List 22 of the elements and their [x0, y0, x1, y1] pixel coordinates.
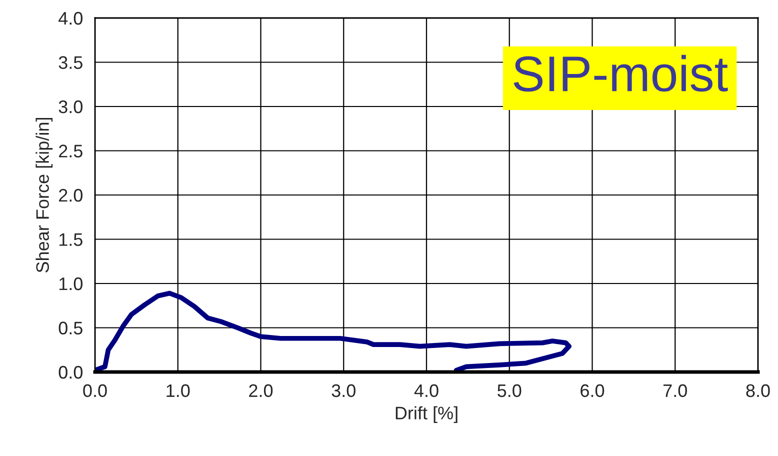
x-tick-label: 2.0 [249, 384, 273, 398]
x-tick-label: 1.0 [166, 384, 190, 398]
y-tick-label: 4.0 [58, 12, 82, 25]
y-tick-label: 3.5 [58, 56, 82, 69]
x-tick-label: 6.0 [580, 384, 604, 398]
x-tick-label: 4.0 [414, 384, 438, 398]
annotation: SIP-moist [514, 54, 728, 92]
y-tick-label: 3.0 [58, 100, 82, 114]
y-tick-label: 2.5 [59, 144, 82, 158]
x-tick-label: 3.0 [332, 384, 356, 398]
x-tick-label: 7.0 [664, 384, 687, 398]
x-tick-label: 5.0 [498, 384, 522, 398]
y-tick-label: 1.0 [59, 277, 82, 290]
y-tick-label: 2.0 [59, 188, 82, 202]
x-axis-title: Drift [%] [396, 406, 458, 424]
y-axis-title: Shear Force [kip/in] [36, 118, 53, 272]
y-tick-label: 1.5 [59, 233, 82, 246]
x-tick-label: 8.0 [746, 384, 770, 398]
y-tick-label: 0.5 [58, 322, 82, 334]
y-tick-label: 0.0 [58, 366, 82, 379]
x-tick-label: 0.0 [83, 384, 107, 398]
line-series [95, 290, 572, 372]
